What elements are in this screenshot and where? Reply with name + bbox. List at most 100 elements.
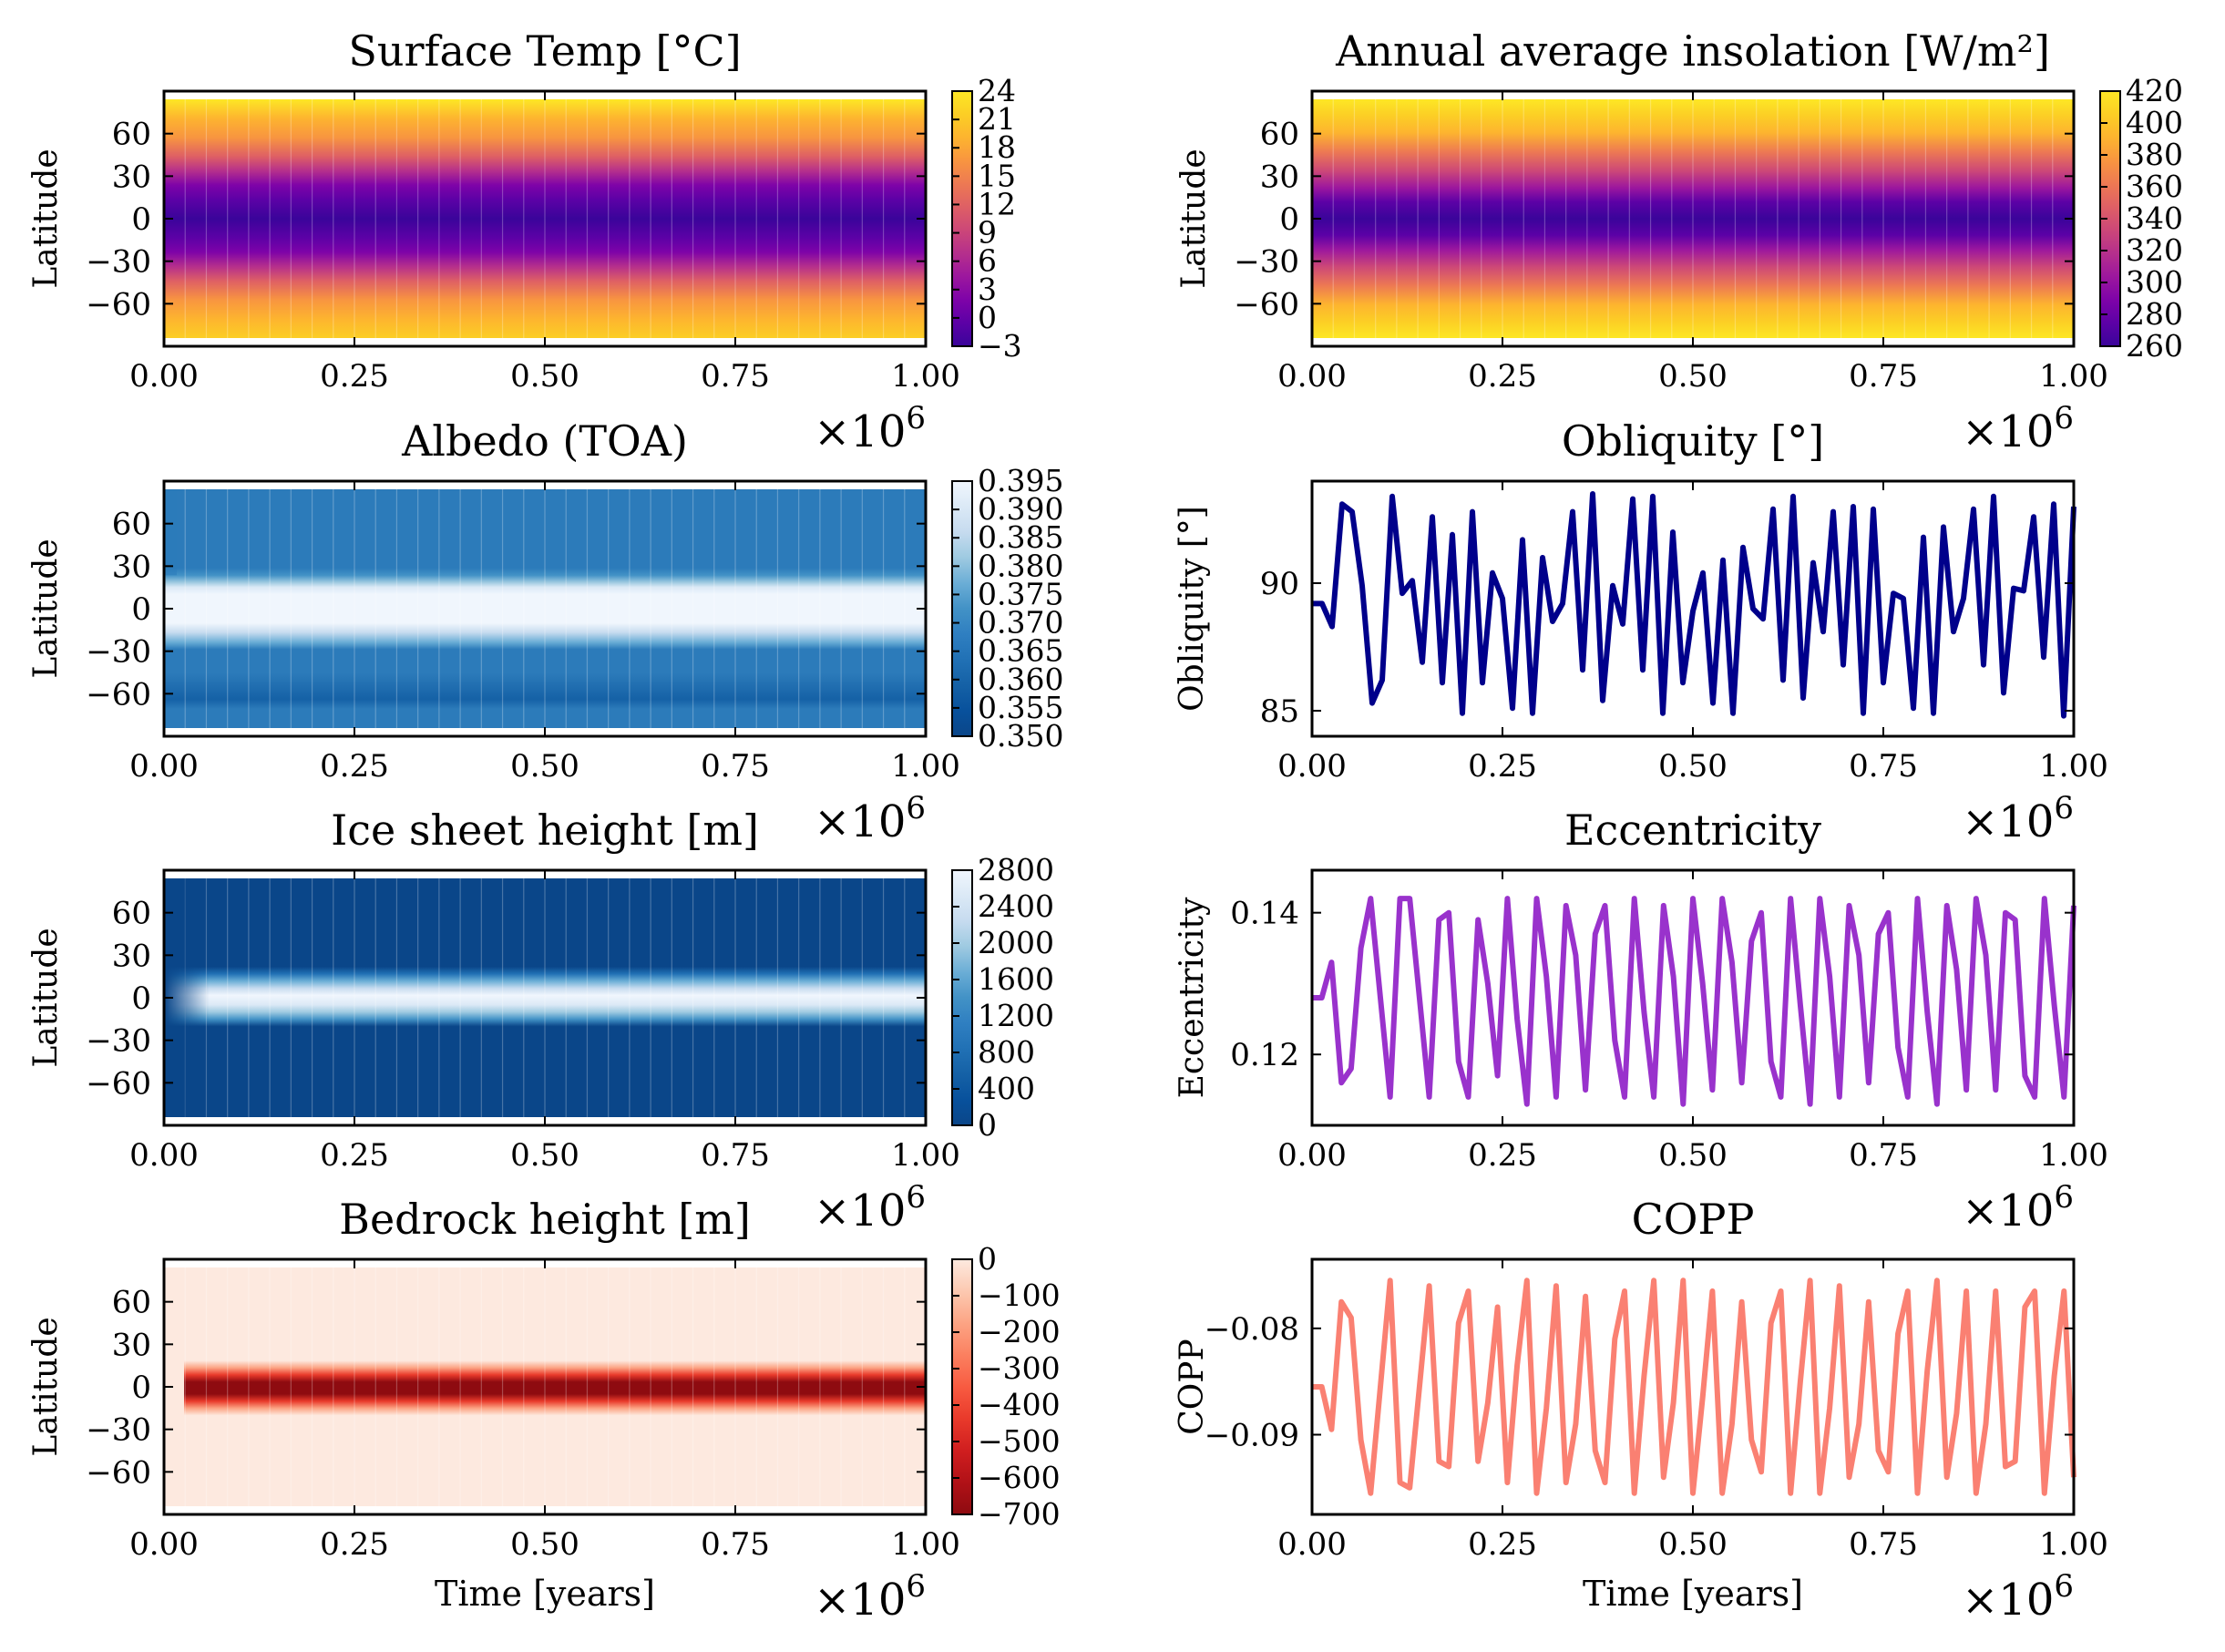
y-axis: 0.14 0.12 Eccentricity — [1174, 896, 2074, 1098]
colorbar: 0−100−200−300−400−500−600−700 — [951, 1241, 1061, 1532]
x-tick-label: 0.00 — [1277, 1526, 1347, 1563]
y-tick-label: 0.12 — [1230, 1037, 1299, 1073]
y-tick-label: −30 — [86, 1412, 151, 1449]
y-tick-label: 30 — [112, 549, 151, 585]
heatmap-oscillation — [163, 878, 906, 1117]
colorbar-tick-label: 0.360 — [978, 662, 1063, 697]
colorbar-tick-label: −700 — [978, 1496, 1061, 1532]
colorbar-tick-label: −100 — [978, 1277, 1061, 1313]
colorbar-tick-label: 420 — [2126, 73, 2183, 108]
x-tick-label: 0.50 — [1658, 358, 1728, 395]
bedrock-onset — [164, 1267, 184, 1506]
x-offset-label: ×106 — [814, 790, 926, 847]
x-tick-label: 0.00 — [129, 748, 199, 785]
x-tick-label: 1.00 — [2039, 1137, 2108, 1174]
x-tick-label: 0.25 — [1468, 1526, 1537, 1563]
x-tick-label: 0.50 — [1658, 1526, 1728, 1563]
y-tick-label: 30 — [112, 159, 151, 195]
x-tick-label: 0.25 — [1468, 748, 1537, 785]
colorbar-tick-label: 24 — [978, 73, 1016, 108]
y-axis-label: Latitude — [27, 149, 65, 288]
y-tick-label: 60 — [112, 117, 151, 153]
x-tick-label: 0.50 — [510, 1526, 579, 1563]
x-axis: 0.00 0.25 0.50 0.75 1.00 ×106 — [1277, 1259, 2108, 1626]
x-tick-label: 0.50 — [510, 358, 579, 395]
colorbar-tick-label: 340 — [2126, 200, 2183, 236]
y-axis-label: Latitude — [27, 539, 65, 678]
x-tick-label: 0.00 — [129, 358, 199, 395]
y-tick-label: −60 — [86, 1454, 151, 1491]
x-tick-label: 0.25 — [320, 358, 389, 395]
x-tick-label: 0.75 — [1849, 1137, 1918, 1174]
y-tick-label: 60 — [112, 896, 151, 932]
colorbar-tick-label: 15 — [978, 158, 1016, 193]
x-axis: 0.00 0.25 0.50 0.75 1.00 ×106 — [1277, 481, 2108, 847]
x-tick-label: 0.75 — [701, 358, 770, 395]
colorbar-tick-label: −500 — [978, 1423, 1061, 1459]
x-offset-label: ×106 — [1962, 400, 2074, 457]
x-tick-label: 0.75 — [701, 748, 770, 785]
panel-5: Ice sheet height [m] 28002400200016001200… — [27, 805, 1054, 1236]
colorbar-tick-label: 800 — [978, 1034, 1035, 1070]
y-tick-label: 30 — [112, 1327, 151, 1363]
panel-4: Obliquity [°] 0.00 0.25 0.50 0.75 1.00 ×106 90 8… — [1174, 416, 2108, 847]
colorbar-tick-label: 21 — [978, 101, 1016, 137]
colorbar-tick-label: 400 — [978, 1071, 1035, 1106]
y-axis-label: Obliquity [°] — [1174, 506, 1211, 712]
x-tick-label: 0.25 — [320, 1137, 389, 1174]
chart-title: Ice sheet height [m] — [331, 805, 759, 855]
colorbar-tick-label: 12 — [978, 186, 1016, 221]
colorbar-tick-label: 1200 — [978, 998, 1054, 1033]
y-tick-label: 30 — [1260, 159, 1299, 195]
y-tick-label: 0.14 — [1230, 896, 1299, 932]
colorbar-tick-label: 360 — [2126, 169, 2183, 204]
x-tick-label: 0.75 — [701, 1137, 770, 1174]
colorbar-tick-label: 0.385 — [978, 519, 1063, 555]
x-offset-label: ×106 — [1962, 1179, 2074, 1236]
x-tick-label: 0.00 — [129, 1137, 199, 1174]
x-offset-label: ×106 — [1962, 790, 2074, 847]
y-tick-label: 0 — [131, 980, 151, 1017]
y-tick-label: 0 — [1279, 201, 1299, 238]
y-axis: 60 30 0 −30 −60 Latitude — [27, 117, 926, 323]
x-tick-label: 0.75 — [701, 1526, 770, 1563]
colorbar-tick-label: 18 — [978, 129, 1016, 165]
x-tick-label: 0.00 — [1277, 1137, 1347, 1174]
colorbar-tick-label: 6 — [978, 243, 997, 279]
colorbar-tick-label: 3 — [978, 272, 997, 307]
colorbar-tick-label: 0.350 — [978, 718, 1063, 754]
x-tick-label: 0.25 — [320, 748, 389, 785]
heatmap-oscillation — [163, 99, 906, 338]
heatmap-oscillation — [163, 489, 906, 728]
chart-title: COPP — [1632, 1195, 1755, 1244]
x-tick-label: 0.00 — [1277, 748, 1347, 785]
heatmap-field — [164, 99, 926, 338]
x-offset-label: ×106 — [814, 1568, 926, 1626]
albedo-onset — [164, 489, 177, 576]
x-tick-label: 0.00 — [1277, 358, 1347, 395]
colorbar-tick-label: 380 — [2126, 137, 2183, 172]
x-tick-label: 0.75 — [1849, 1526, 1918, 1563]
x-tick-label: 0.25 — [1468, 1137, 1537, 1174]
colorbar-tick-label: 1600 — [978, 961, 1054, 997]
colorbar-tick-label: 0.375 — [978, 576, 1063, 611]
x-axis: 0.00 0.25 0.50 0.75 1.00 ×106 — [129, 870, 960, 1236]
heatmap-oscillation — [163, 1267, 906, 1506]
x-tick-label: 0.50 — [1658, 1137, 1728, 1174]
x-tick-label: 0.50 — [1658, 748, 1728, 785]
y-tick-label: 60 — [112, 507, 151, 543]
x-tick-label: 1.00 — [891, 1137, 960, 1174]
colorbar-tick-label: −300 — [978, 1350, 1061, 1386]
x-tick-label: 1.00 — [2039, 748, 2108, 785]
y-axis: 60 30 0 −30 −60 Latitude — [27, 507, 926, 713]
x-axis-label: Time [years] — [1583, 1574, 1803, 1614]
colorbar-tick-label: 320 — [2126, 232, 2183, 268]
y-tick-label: −30 — [86, 634, 151, 671]
heatmap-field — [164, 489, 926, 728]
y-axis: 90 85 Obliquity [°] — [1174, 506, 2074, 730]
panel-7: Bedrock height [m]0−100−200−300−400−500−… — [27, 1195, 1061, 1626]
